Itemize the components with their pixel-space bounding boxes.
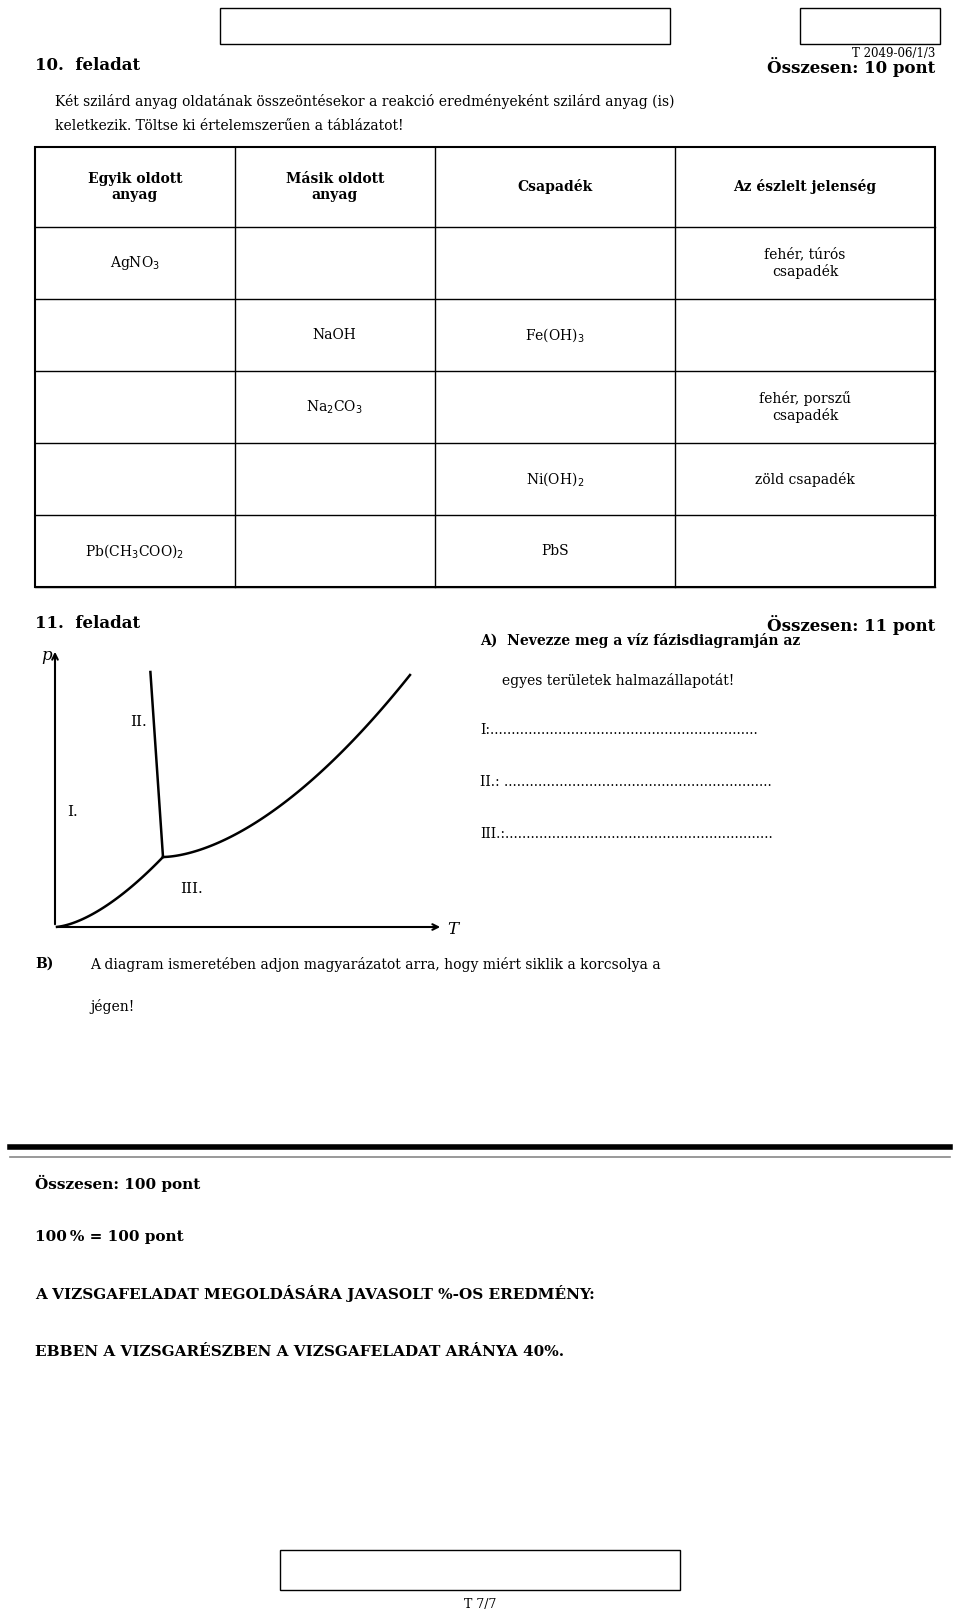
Text: EBBEN A VIZSGARÉSZBEN A VIZSGAFELADAT ARÁNYA 40%.: EBBEN A VIZSGARÉSZBEN A VIZSGAFELADAT AR… [35, 1344, 564, 1359]
Text: III.:...............................................................: III.:...................................… [480, 827, 773, 841]
Text: 100 % = 100 pont: 100 % = 100 pont [35, 1230, 183, 1244]
FancyBboxPatch shape [220, 8, 670, 44]
Text: p: p [41, 646, 52, 664]
Text: keletkezik. Töltse ki értelemszerűen a táblázatot!: keletkezik. Töltse ki értelemszerűen a t… [55, 119, 403, 134]
Text: Két szilárd anyag oldatának összeöntésekor a reakció eredményeként szilárd anyag: Két szilárd anyag oldatának összeöntések… [55, 93, 675, 110]
Text: 11.  feladat: 11. feladat [35, 616, 140, 632]
Text: Csapadék: Csapadék [517, 179, 592, 195]
FancyBboxPatch shape [800, 8, 940, 44]
Text: II.: ...............................................................: II.: ...................................… [480, 775, 772, 788]
Text: Fe(OH)$_3$: Fe(OH)$_3$ [525, 326, 585, 343]
Text: A VIZSGAFELADAT MEGOLDÁSÁRA JAVASOLT %-OS EREDMÉNY:: A VIZSGAFELADAT MEGOLDÁSÁRA JAVASOLT %-O… [35, 1285, 595, 1302]
Text: Másik oldott
anyag: Másik oldott anyag [285, 172, 384, 202]
Text: Az észlelt jelenség: Az észlelt jelenség [733, 179, 876, 195]
Text: 10.  feladat: 10. feladat [35, 56, 140, 74]
Text: T: T [447, 920, 458, 938]
Text: Ni(OH)$_2$: Ni(OH)$_2$ [526, 471, 584, 488]
FancyBboxPatch shape [35, 147, 935, 587]
Text: I.: I. [67, 804, 78, 819]
Text: Összesen: 100 pont: Összesen: 100 pont [35, 1175, 201, 1193]
Text: AgNO$_3$: AgNO$_3$ [109, 255, 160, 272]
Text: NaOH: NaOH [313, 327, 356, 342]
Text: T 2049-06/1/3: T 2049-06/1/3 [852, 47, 935, 60]
Text: egyes területek halmazállapotát!: egyes területek halmazállapotát! [480, 672, 734, 688]
Text: Egyik oldott
anyag: Egyik oldott anyag [87, 172, 182, 202]
Text: jégen!: jégen! [90, 999, 134, 1014]
Text: II.: II. [130, 716, 147, 729]
Text: fehér, porszű
csapadék: fehér, porszű csapadék [759, 390, 851, 424]
Text: I:...............................................................: I:......................................… [480, 724, 757, 737]
Text: Összesen: 11 pont: Összesen: 11 pont [767, 616, 935, 635]
Text: III.: III. [180, 882, 203, 896]
Text: A diagram ismeretében adjon magyarázatot arra, hogy miért siklik a korcsolya a: A diagram ismeretében adjon magyarázatot… [90, 958, 660, 972]
FancyBboxPatch shape [280, 1551, 680, 1589]
Text: fehér, túrós
csapadék: fehér, túrós csapadék [764, 247, 846, 279]
Text: T 7/7: T 7/7 [464, 1597, 496, 1610]
Text: PbS: PbS [540, 543, 568, 558]
Text: Na$_2$CO$_3$: Na$_2$CO$_3$ [306, 398, 363, 416]
Text: Pb(CH$_3$COO)$_2$: Pb(CH$_3$COO)$_2$ [85, 542, 184, 559]
Text: Összesen: 10 pont: Összesen: 10 pont [767, 56, 935, 77]
Text: B): B) [35, 958, 54, 970]
Text: A)  Nevezze meg a víz fázisdiagramján az: A) Nevezze meg a víz fázisdiagramján az [480, 634, 801, 648]
Text: zöld csapadék: zöld csapadék [755, 471, 855, 487]
